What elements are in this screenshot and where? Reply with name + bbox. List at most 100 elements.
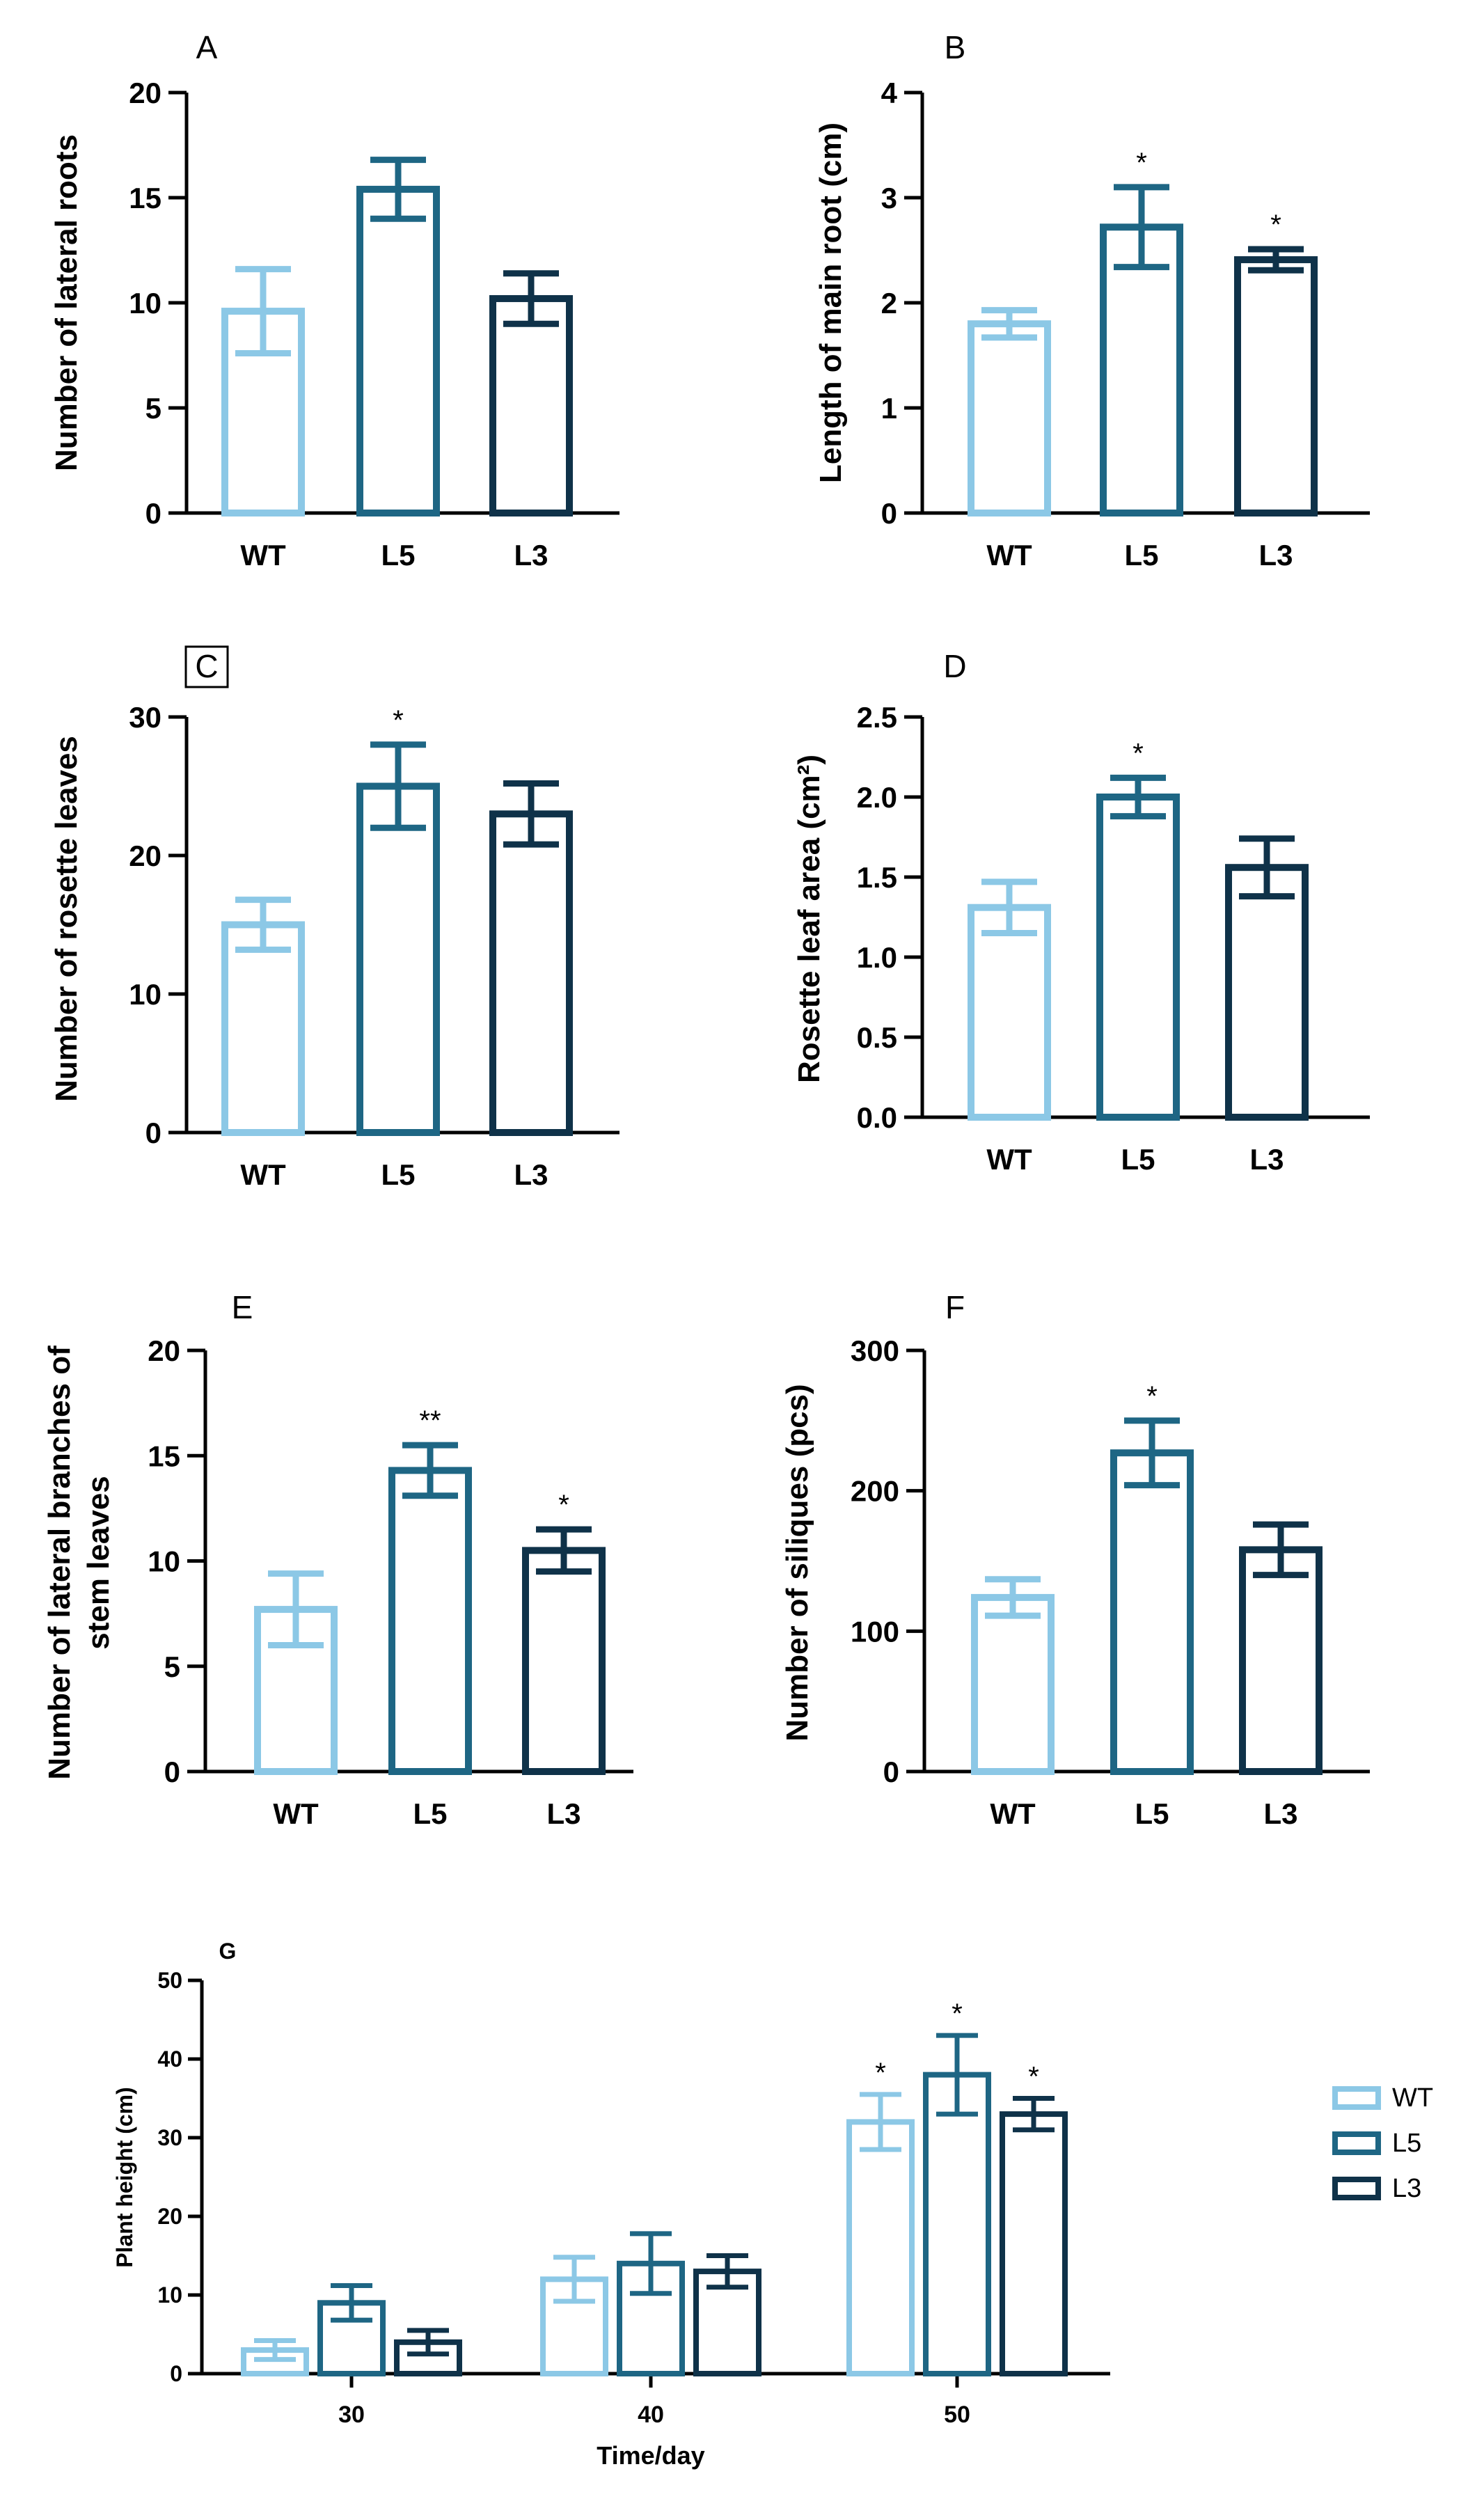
panel-D: D 0.0 0.5 1.0 1.5 2.0 2.5 WT * L5 L3 Rosette leaf a… [792,648,1370,1176]
bar-group-l5: * [356,705,440,1136]
bar-group-l5: * [1096,738,1180,1121]
bar-l5 [1096,794,1180,1121]
y-tick-label: 5 [145,392,161,425]
y-tick-label: 0 [145,497,161,530]
y-axis-label: Length of main root (cm) [814,123,848,483]
x-category-label: L3 [546,1797,581,1830]
bar-group-wt [254,1570,338,1775]
legend-label: L5 [1392,2129,1421,2158]
y-axis-label: Number of lateral branches of stem leaves [42,1346,116,1780]
bar-group-l5-30 [317,2282,386,2377]
y-tick-label: 30 [129,701,161,734]
bar-group-l5: * [1110,1381,1194,1775]
x-category-label: WT [273,1797,319,1830]
bar-wt [221,921,305,1136]
y-tick-label: 0.0 [857,1101,897,1134]
y-tick-label: 200 [851,1475,899,1508]
y-tick-label: 1.5 [857,861,897,894]
bar-group-l3-30 [394,2328,462,2377]
bar-group-wt [971,1576,1055,1776]
y-tick-label: 20 [129,77,161,109]
bar-l5 [923,2072,991,2377]
bar-l3 [1234,256,1318,516]
y-tick-label: 10 [129,978,161,1011]
y-axis-label: Number of lateral roots [49,134,84,471]
y-tick-label: 10 [157,2282,182,2308]
x-category-label: L5 [413,1797,447,1830]
bar-group-l5: ** [388,1405,472,1776]
x-category-label: L3 [1263,1797,1297,1830]
x-category-label: 40 [638,2401,664,2428]
bar-l3 [1239,1546,1323,1776]
x-category-label: L3 [514,1158,548,1191]
y-axis-label: Number of siliques (pcs) [780,1384,814,1741]
significance-marker: * [558,1490,569,1520]
y-tick-label: 2 [881,287,897,320]
y-tick-label: 0 [883,1756,899,1788]
y-tick-label: 20 [129,839,161,872]
significance-marker: * [1028,2062,1039,2092]
significance-marker: ** [419,1405,441,1436]
y-tick-label: 0 [145,1117,161,1149]
y-tick-label: 10 [129,287,161,320]
bar-group-l3-50: * [1000,2062,1068,2377]
y-tick-label: 4 [881,77,898,109]
y-tick-label: 20 [148,1334,180,1367]
x-axis-label: Time/day [597,2441,704,2470]
panel-label: G [219,1939,237,1964]
significance-marker: * [1132,738,1144,768]
x-category-label: WT [986,539,1032,571]
bar-group-wt-30 [241,2338,309,2377]
legend-label: WT [1392,2083,1433,2113]
y-tick-label: 0 [164,1756,180,1788]
panel-F: F 0 100 200 300 WT * L5 L3 Number of siliques (pc… [780,1289,1370,1830]
bar-group-wt-40 [540,2255,608,2376]
legend-swatch-l5 [1332,2131,1381,2155]
bar-wt [968,320,1051,516]
bar-wt [971,1593,1055,1776]
bar-l5 [356,185,440,516]
y-tick-label: 3 [881,182,897,214]
panel-A: A 0 5 10 15 20 WT L5 L3 Number of lateral roots [49,29,619,571]
panel-B: B 0 1 2 3 4 WT * L5 * L3 Length of main root (cm) [814,29,1370,571]
bar-group-wt [221,266,305,516]
panel-label: D [943,648,966,684]
significance-marker: * [952,1998,963,2029]
y-tick-label: 0.5 [857,1021,897,1054]
bar-group-wt [221,897,305,1136]
bar-l3 [489,294,573,516]
x-category-label: L5 [1124,539,1158,571]
y-tick-label: 2.0 [857,781,897,814]
x-category-label: L3 [1258,539,1293,571]
significance-marker: * [393,705,404,736]
bar-group-wt [968,878,1051,1121]
x-category-label: WT [240,539,286,571]
x-category-label: WT [990,1797,1036,1830]
x-category-label: WT [986,1143,1032,1176]
bar-group-l3: * [1234,210,1318,516]
y-axis-label: Plant height (cm) [112,2087,137,2268]
significance-marker: * [1146,1381,1158,1412]
y-tick-label: 15 [129,182,161,214]
bar-wt [846,2119,915,2376]
panel-label: B [945,29,966,65]
y-tick-label: 0 [170,2361,182,2386]
x-category-label: 50 [944,2401,970,2428]
y-tick-label: 50 [157,1968,182,1993]
bar-wt [968,904,1051,1121]
bar-group-l3: * [522,1490,606,1775]
y-tick-label: 20 [157,2204,182,2229]
significance-marker: * [1270,210,1281,240]
panel-label: C [195,648,218,684]
y-tick-label: 2.5 [857,701,897,734]
x-category-label: WT [240,1158,286,1191]
y-tick-label: 40 [157,2046,182,2072]
x-category-label: L3 [514,539,548,571]
legend-label: L3 [1392,2174,1421,2203]
bar-l3 [1225,864,1309,1121]
x-category-label: 30 [338,2401,365,2428]
x-category-label: L5 [381,539,415,571]
bar-group-l5-40 [617,2231,685,2377]
bar-l5 [356,782,440,1136]
y-tick-label: 1.0 [857,941,897,974]
